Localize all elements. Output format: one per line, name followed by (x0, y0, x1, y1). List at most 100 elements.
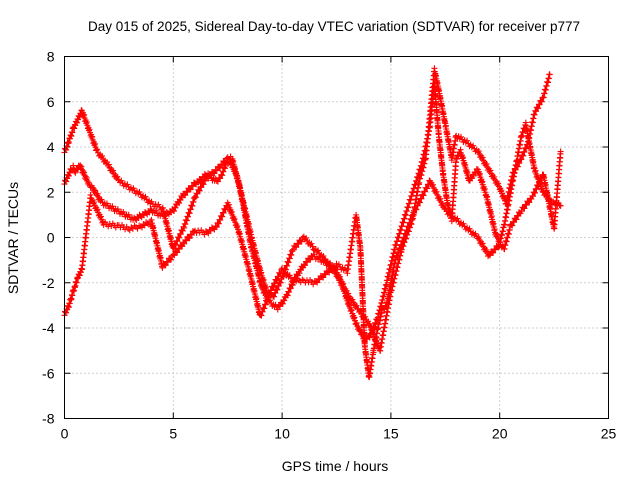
data-point (99, 152, 106, 159)
data-point (520, 152, 527, 159)
y-tick-label: -6 (42, 365, 55, 381)
data-point (270, 284, 277, 291)
data-point (142, 193, 149, 200)
data-point (321, 255, 328, 262)
data-point (418, 195, 425, 202)
data-point (345, 290, 352, 297)
data-point (159, 264, 166, 271)
data-point (215, 164, 222, 171)
data-point (520, 204, 527, 211)
data-point (420, 192, 427, 199)
data-point (522, 201, 529, 208)
data-point (400, 238, 407, 245)
data-point (483, 246, 490, 253)
data-point (491, 246, 498, 253)
data-point (168, 256, 175, 263)
data-point (274, 306, 281, 313)
data-point (303, 234, 310, 241)
data-point (188, 232, 195, 239)
data-point (466, 225, 473, 232)
series-tertiary (61, 148, 564, 381)
data-point (475, 148, 482, 155)
data-point (521, 205, 528, 212)
data-point (523, 145, 530, 152)
data-point (489, 249, 496, 256)
data-point (174, 249, 181, 256)
data-point (315, 247, 322, 254)
data-point (472, 230, 479, 237)
data-point (202, 177, 209, 184)
data-point (408, 216, 415, 223)
data-point (458, 133, 465, 140)
data-point (378, 310, 385, 317)
data-point (186, 185, 193, 192)
data-point (353, 319, 360, 326)
data-point (185, 234, 192, 241)
data-point (306, 255, 313, 262)
data-point (265, 294, 272, 301)
data-point (381, 306, 388, 313)
data-point (274, 286, 281, 293)
data-point (405, 223, 412, 230)
data-point (126, 227, 133, 234)
data-point (124, 181, 131, 188)
data-point (546, 71, 553, 78)
data-point (170, 251, 177, 258)
data-point (184, 189, 191, 196)
data-point (222, 159, 229, 166)
data-point (271, 280, 278, 287)
data-point (261, 305, 268, 312)
data-point (437, 195, 444, 202)
x-axis-label: GPS time / hours (282, 458, 389, 474)
data-point (532, 189, 539, 196)
y-tick-label: 4 (47, 139, 55, 155)
data-point (286, 272, 293, 279)
data-point (281, 297, 288, 304)
data-point (162, 262, 169, 269)
data-point (424, 185, 431, 192)
data-point (535, 105, 542, 112)
data-points (61, 65, 564, 381)
data-point (349, 296, 356, 303)
data-point (171, 208, 178, 215)
data-point (188, 182, 195, 189)
data-point (402, 231, 409, 238)
data-point (492, 246, 499, 253)
x-tick-label: 20 (492, 426, 508, 442)
y-tick-label: -8 (42, 411, 55, 427)
data-point (262, 301, 269, 308)
data-point (536, 179, 543, 186)
data-point (217, 217, 224, 224)
data-point (213, 177, 220, 184)
data-point (91, 199, 98, 206)
data-point (308, 240, 315, 247)
data-point (532, 108, 539, 115)
data-point (147, 206, 154, 213)
data-point (177, 231, 184, 238)
data-point (516, 160, 523, 167)
data-point (398, 241, 405, 248)
data-point (212, 223, 219, 230)
data-point (172, 204, 179, 211)
data-point (486, 252, 493, 259)
data-point (182, 236, 189, 243)
data-point (218, 161, 225, 168)
data-point (219, 213, 226, 220)
data-point (557, 202, 564, 209)
data-point (535, 182, 542, 189)
data-point (557, 148, 564, 155)
data-point (217, 165, 224, 172)
data-point (320, 253, 327, 260)
data-point (259, 308, 266, 315)
data-point (118, 177, 125, 184)
data-point (114, 173, 121, 180)
data-point (274, 277, 281, 284)
data-point (94, 146, 101, 153)
data-point (272, 290, 279, 297)
data-point (495, 180, 502, 187)
data-point (212, 166, 219, 173)
data-point (395, 249, 402, 256)
data-point (303, 258, 310, 265)
data-point (297, 237, 304, 244)
